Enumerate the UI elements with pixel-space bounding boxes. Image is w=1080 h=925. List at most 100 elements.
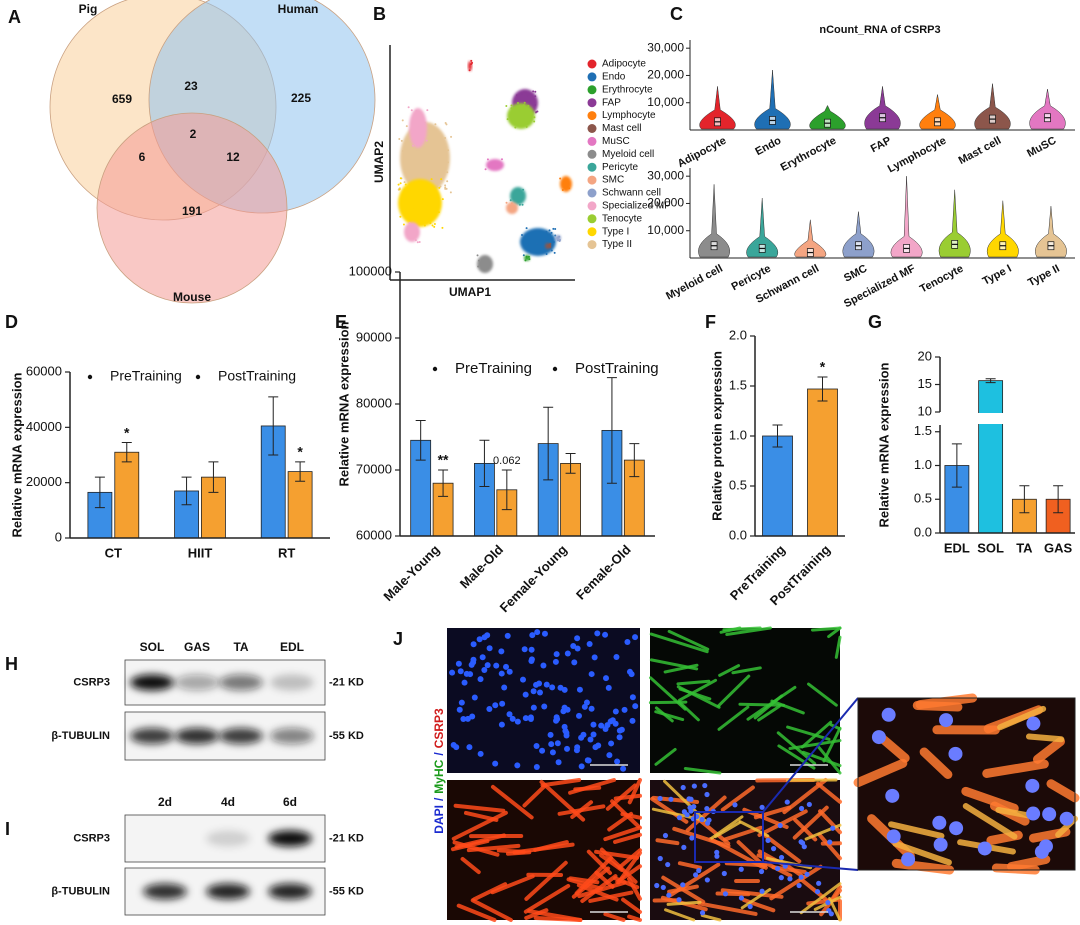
venn-count: 23 [184,79,198,93]
nucleus [486,706,493,713]
x-tick-label: Adipocyte [676,135,729,171]
fiber [816,745,842,775]
umap-cluster [507,103,535,129]
umap-cell [415,119,418,122]
fiber [731,666,762,675]
y-tick-label: 0.0 [729,527,747,542]
y-tick-label: 1.5 [729,377,747,392]
blot-band [270,674,314,691]
nucleus [564,650,571,657]
nucleus [738,895,745,901]
x-tick-label: Female-Old [573,542,634,603]
umap-cell [420,130,423,133]
x-tick-label: Tenocyte [918,263,966,296]
fiber [769,864,823,901]
umap-cell [534,90,537,93]
umap-cell [426,203,429,206]
umap-cell [520,192,523,195]
fiber [810,626,842,632]
umap-cell [423,224,426,227]
nucleus [549,684,556,691]
umap-cell [522,254,525,257]
error-bar [121,442,132,463]
nucleus [477,676,484,683]
umap-cell [522,122,525,125]
legend-label: Type I [602,226,629,237]
nucleus [586,641,593,648]
nucleus [463,670,470,677]
umap-cell [510,104,513,107]
umap-cell [527,232,530,235]
bar [114,451,140,539]
umap-cell [511,205,514,208]
umap-cell [554,227,557,230]
nucleus [801,844,807,850]
umap-cell [427,215,430,218]
fiber [627,876,642,901]
nucleus [885,788,900,803]
lane-label: SOL [140,640,165,654]
violin [746,197,779,258]
umap-cell [403,156,406,159]
fiber [524,860,568,901]
nucleus [506,711,513,718]
fiber [1006,854,1051,872]
y-tick-label: 10,000 [647,95,684,109]
nucleus [691,803,697,810]
umap-cell [518,203,521,206]
y-tick-label: 80000 [356,395,392,410]
nucleus [616,734,623,741]
error-bar [501,469,512,511]
lane-label: 6d [283,795,297,809]
umap-cell [520,196,523,199]
umap-cell [408,161,411,164]
venn-set-label: Pig [79,2,98,16]
nucleus [654,882,660,889]
umap-cell [541,244,544,247]
nucleus [469,713,476,720]
micrograph-content [449,629,639,772]
umap-cell [433,167,436,170]
umap-cell [550,231,553,234]
umap-cell [525,121,528,124]
panel-label: I [5,819,10,839]
nucleus [592,744,599,751]
error-bar [268,396,279,456]
blot-band [206,830,250,847]
zoom-frame [857,697,1076,871]
nucleus [553,651,560,658]
nucleus [576,686,583,693]
umap-cell [446,180,449,183]
fiber [753,805,792,820]
fiber [1032,737,1065,764]
nucleus [686,796,692,802]
nucleus [721,870,727,877]
nucleus [547,731,554,738]
umap-cell [525,255,528,258]
umap-cell [416,241,419,244]
fiber [654,747,677,766]
y-tick-label: 10 [918,403,932,418]
fiber [834,635,842,659]
umap-cell [398,188,401,191]
violin [1029,89,1066,130]
error-bar [951,443,962,488]
umap-cell [404,171,407,174]
fiber [664,908,696,922]
bar [762,435,793,537]
legend-label: Tenocyte [602,213,642,224]
fiber [697,901,758,916]
error-bar [208,461,219,493]
nucleus [676,897,682,903]
legend-label: Erythrocyte [602,84,653,95]
stain-channel: CSRP3 [432,708,446,748]
umap-cell [433,154,436,157]
nucleus [758,868,765,875]
error-bar [438,469,449,497]
nucleus [602,725,609,732]
legend-swatch [587,136,597,146]
nucleus [1059,811,1074,826]
nucleus [598,722,605,729]
umap-cell [559,177,562,180]
nucleus [552,658,559,665]
